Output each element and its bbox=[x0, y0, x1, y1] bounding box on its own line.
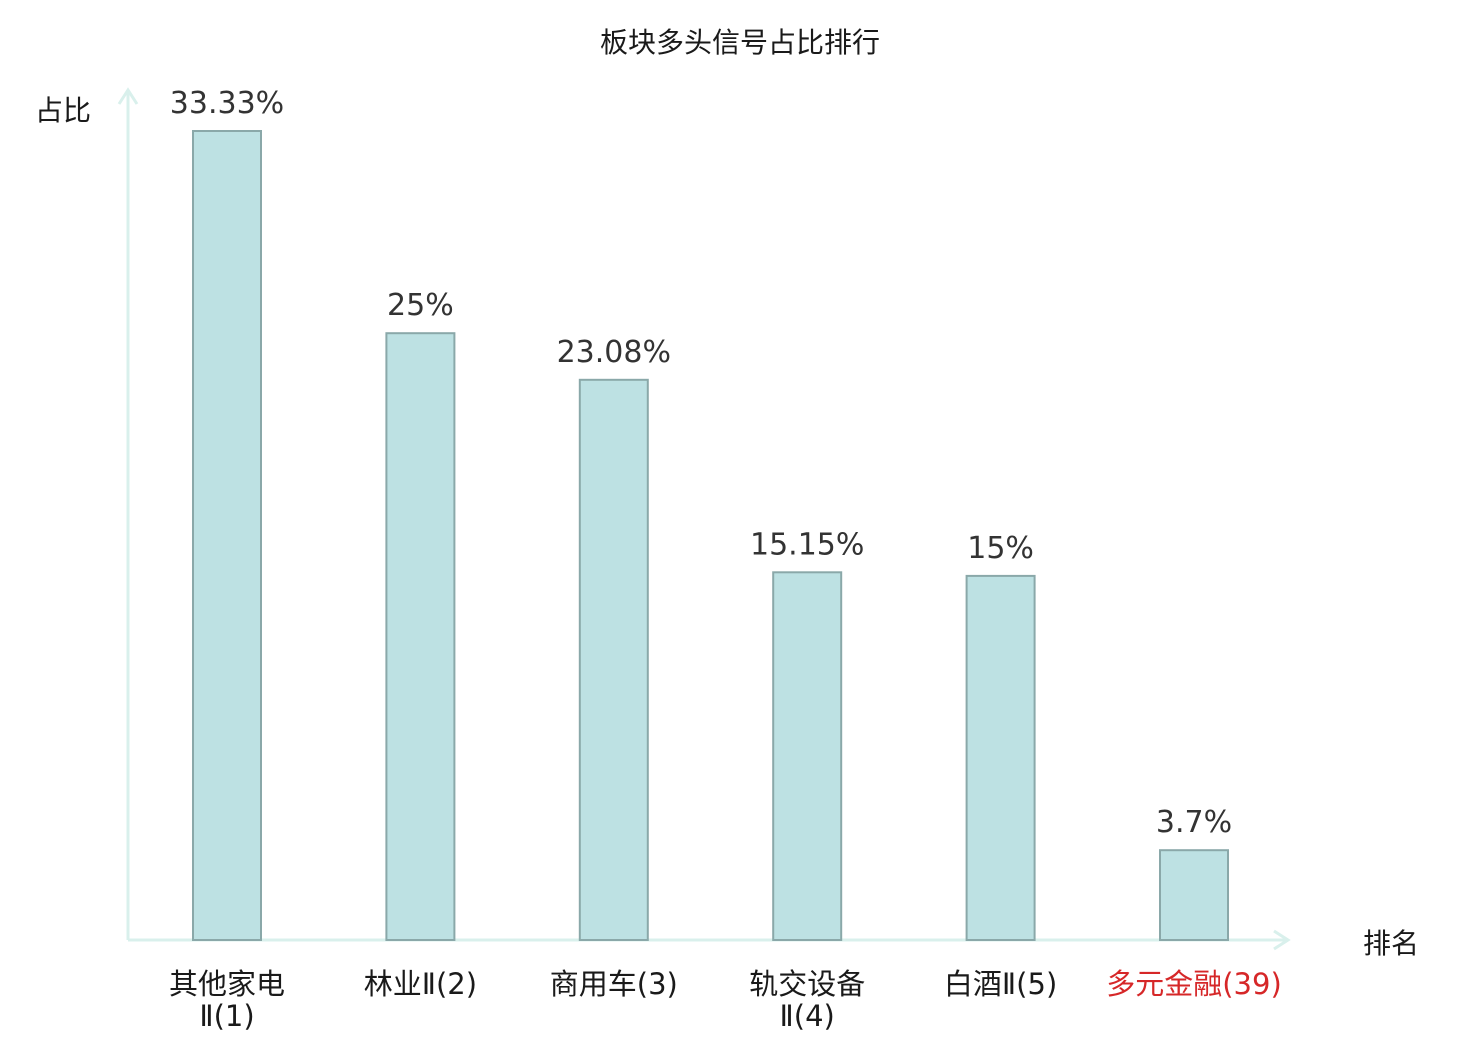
y-axis-arrow bbox=[117, 87, 139, 105]
bar-2 bbox=[385, 332, 456, 941]
value-label-4: 15.15% bbox=[750, 527, 864, 562]
value-labels-group: 33.33% 25% 23.08% 15.15% 15% 3.7% bbox=[170, 86, 1232, 840]
category-label-6: 多元金融(39) bbox=[1106, 967, 1282, 1001]
bar-1 bbox=[192, 130, 262, 941]
value-label-2: 25% bbox=[387, 288, 454, 323]
value-label-5: 15% bbox=[967, 531, 1034, 566]
chart-title: 板块多头信号占比排行 bbox=[600, 26, 880, 59]
value-label-6: 3.7% bbox=[1156, 805, 1232, 840]
bar-3 bbox=[578, 378, 649, 941]
bar-5 bbox=[965, 574, 1036, 942]
category-label-2: 林业Ⅱ(2) bbox=[364, 967, 477, 1001]
category-label-5: 白酒Ⅱ(5) bbox=[944, 967, 1057, 1001]
category-label-4: 轨交设备 Ⅱ(4) bbox=[749, 967, 865, 1033]
category-label-1-line-2: Ⅱ(1) bbox=[199, 999, 254, 1033]
category-label-1-line-1: 其他家电 bbox=[169, 967, 285, 1001]
category-label-4-line-1: 轨交设备 bbox=[749, 967, 865, 1001]
value-label-3: 23.08% bbox=[557, 335, 671, 370]
category-label-4-line-2: Ⅱ(4) bbox=[780, 999, 835, 1033]
bars-group bbox=[192, 130, 1229, 942]
x-axis-arrow bbox=[1273, 929, 1291, 951]
category-label-6-line-1: 多元金融(39) bbox=[1106, 967, 1282, 1001]
axes bbox=[117, 87, 1291, 951]
value-label-1: 33.33% bbox=[170, 86, 284, 121]
category-labels-group: 其他家电 Ⅱ(1) 林业Ⅱ(2) 商用车(3) 轨交设备 Ⅱ(4) 白酒Ⅱ(5) 多元金融(3… bbox=[169, 967, 1282, 1033]
category-label-2-line-1: 林业Ⅱ(2) bbox=[364, 967, 477, 1001]
x-axis-label: 排名 bbox=[1363, 927, 1419, 960]
category-label-1: 其他家电 Ⅱ(1) bbox=[169, 967, 285, 1033]
bar-4 bbox=[772, 571, 843, 941]
category-label-5-line-1: 白酒Ⅱ(5) bbox=[944, 967, 1057, 1001]
bar-6 bbox=[1159, 849, 1229, 942]
category-label-3: 商用车(3) bbox=[550, 967, 678, 1001]
category-label-3-line-1: 商用车(3) bbox=[550, 967, 678, 1001]
y-axis-label: 占比 bbox=[35, 94, 91, 127]
